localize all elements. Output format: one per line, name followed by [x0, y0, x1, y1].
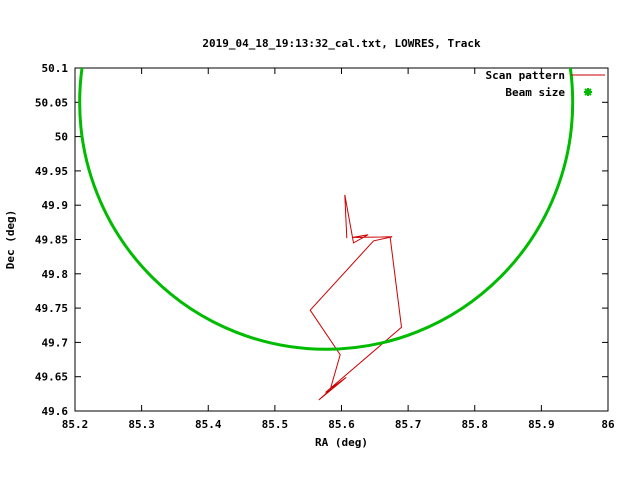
y-tick-label: 49.8: [42, 268, 69, 281]
y-tick-label: 49.65: [35, 371, 68, 384]
legend-label: Scan pattern: [486, 69, 565, 82]
y-tick-label: 49.95: [35, 165, 68, 178]
plot-border: [74, 67, 609, 412]
x-tick-label: 85.7: [395, 418, 422, 431]
y-tick-label: 49.75: [35, 302, 68, 315]
legend-label: Beam size: [505, 86, 565, 99]
y-tick-label: 50.05: [35, 96, 68, 109]
y-tick-label: 50: [55, 131, 68, 144]
x-tick-label: 85.4: [195, 418, 222, 431]
y-tick-label: 50.1: [42, 62, 69, 75]
chart-title: 2019_04_18_19:13:32_cal.txt, LOWRES, Tra…: [202, 37, 481, 50]
y-axis-label: Dec (deg): [4, 210, 17, 270]
y-tick-label: 49.7: [42, 336, 69, 349]
y-tick-label: 49.6: [42, 405, 69, 418]
y-tick-label: 49.9: [42, 199, 69, 212]
x-tick-label: 85.5: [262, 418, 289, 431]
beam-size-circle: [78, 68, 575, 351]
x-axis-label: RA (deg): [315, 436, 368, 449]
x-tick-label: 85.3: [128, 418, 155, 431]
x-tick-label: 85.8: [462, 418, 489, 431]
x-tick-label: 86: [601, 418, 615, 431]
y-tick-label: 49.85: [35, 234, 68, 247]
legend-beam-marker-icon: [584, 88, 592, 96]
x-tick-label: 85.2: [62, 418, 89, 431]
x-tick-label: 85.9: [528, 418, 555, 431]
x-tick-label: 85.6: [328, 418, 355, 431]
scan-pattern-line: [309, 194, 403, 401]
